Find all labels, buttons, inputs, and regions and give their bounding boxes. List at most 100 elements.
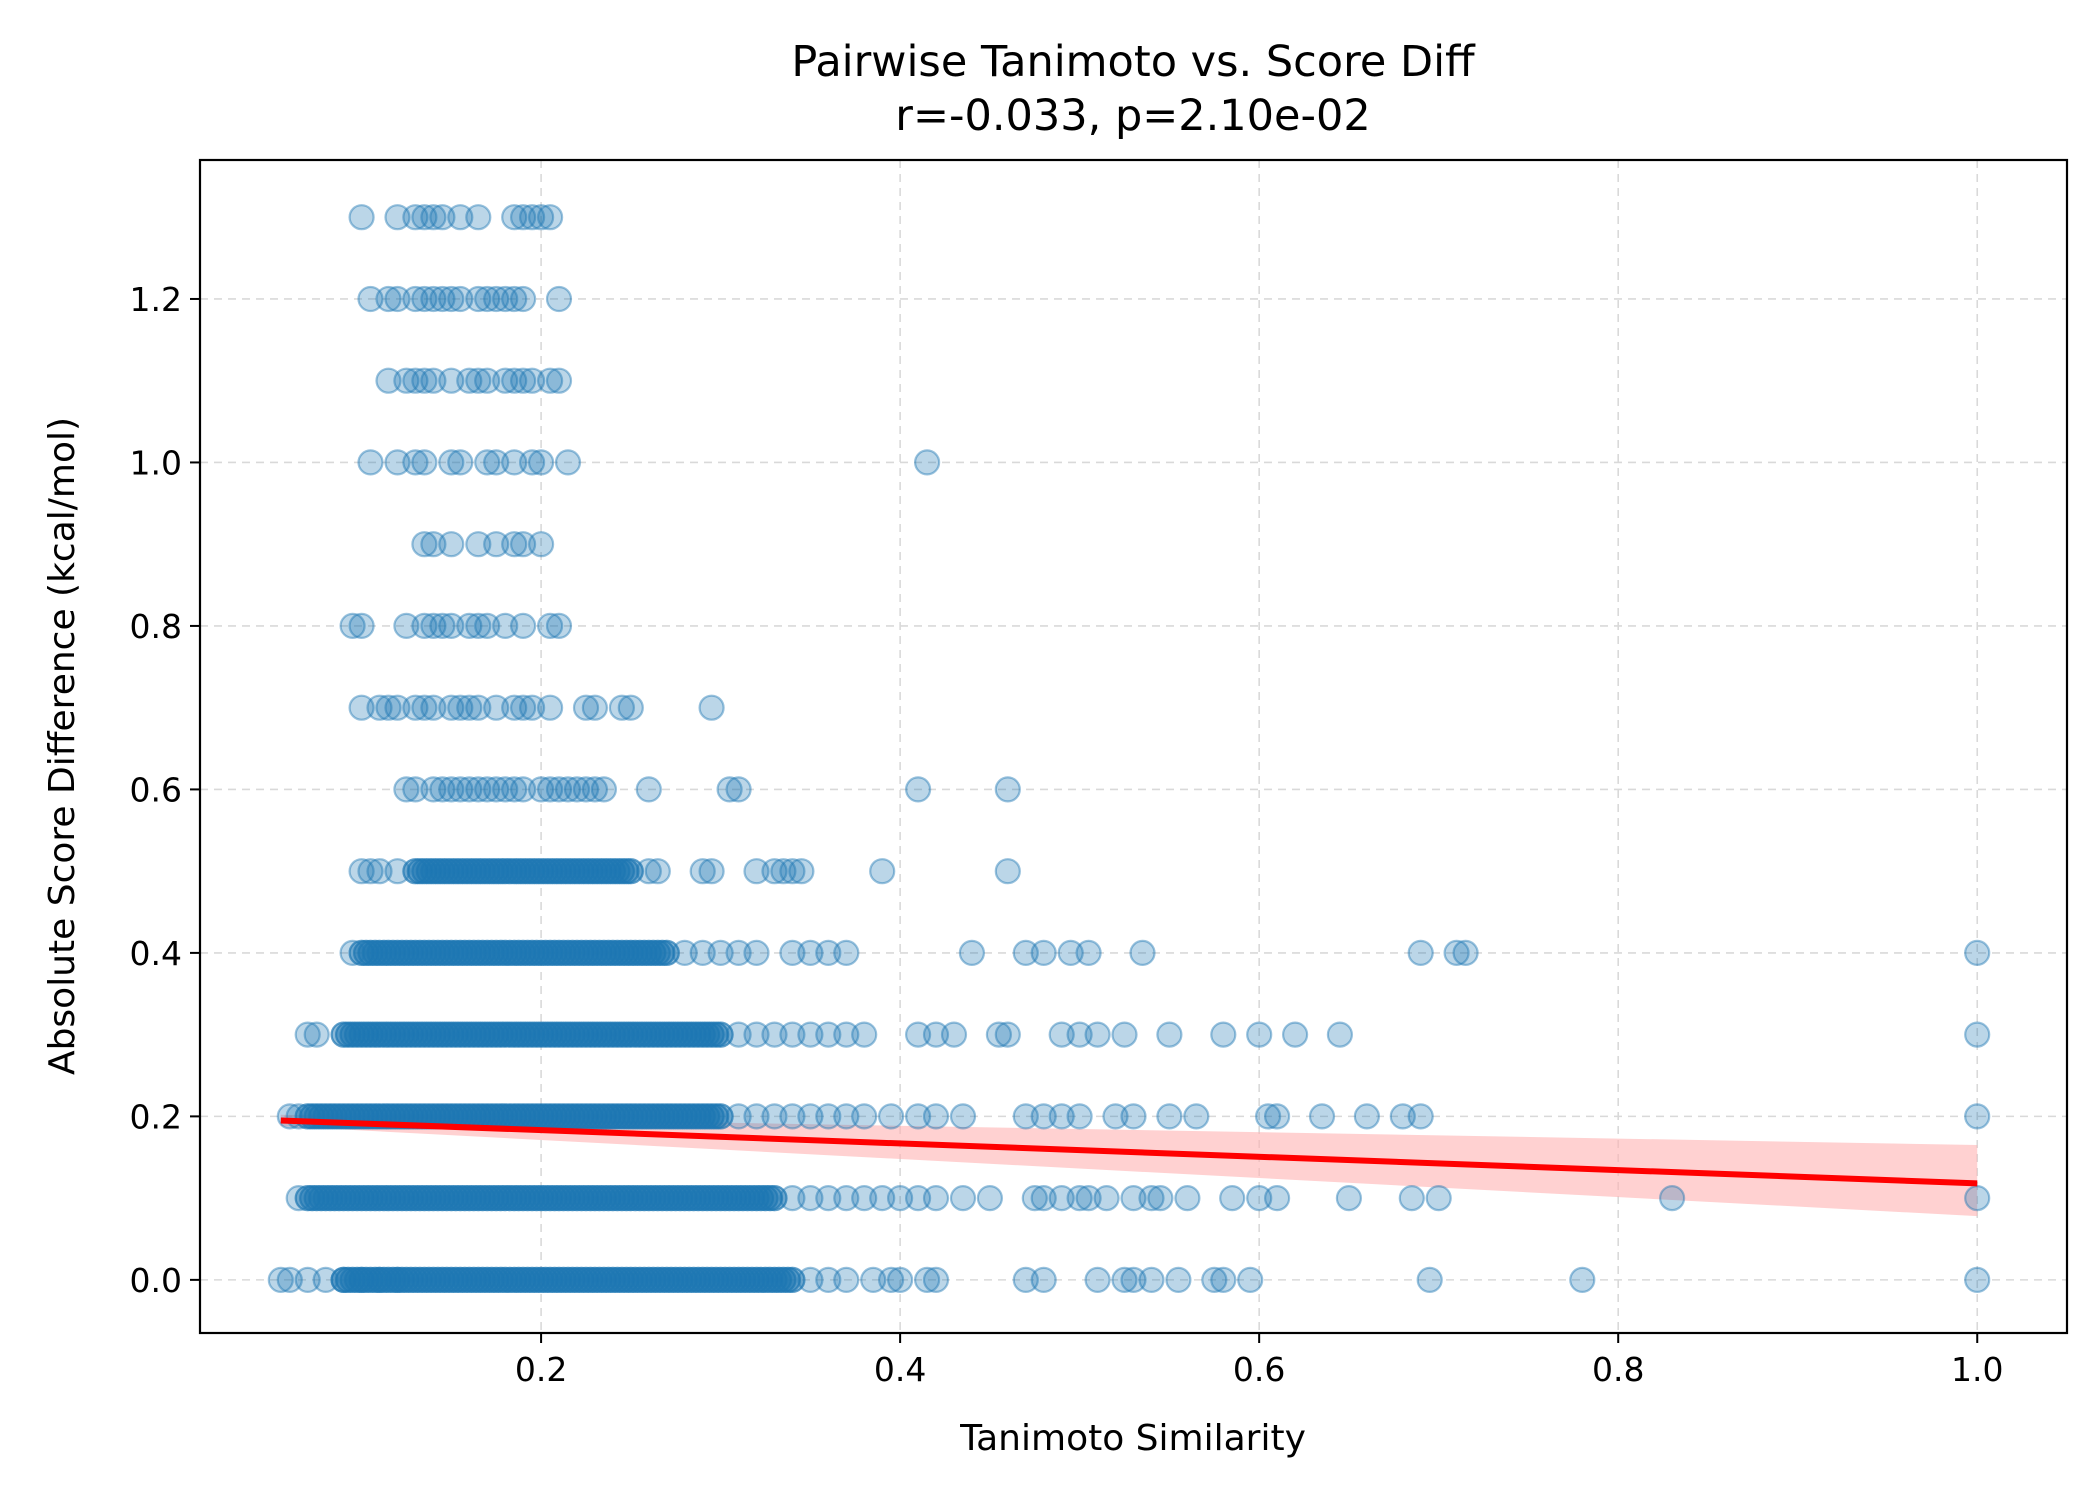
scatter-point	[761, 1103, 788, 1130]
scatter-point	[904, 776, 932, 803]
scatter-point	[815, 939, 842, 967]
scatter-point	[344, 1021, 371, 1048]
scatter-point	[523, 858, 550, 885]
scatter-point	[729, 1266, 757, 1294]
scatter-point	[420, 858, 447, 885]
scatter-point	[586, 1021, 613, 1048]
scatter-point	[608, 1103, 636, 1130]
scatter-point	[554, 939, 582, 967]
scatter-point	[406, 1266, 433, 1294]
scatter-point	[640, 1266, 667, 1294]
scatter-point	[662, 1184, 689, 1212]
scatter-point	[550, 1266, 577, 1294]
scatter-point	[420, 1184, 447, 1212]
scatter-point	[429, 612, 456, 640]
scatter-point	[752, 1184, 779, 1212]
scatter-point	[501, 858, 528, 885]
scatter-point	[465, 1021, 492, 1048]
scatter-point	[577, 858, 604, 885]
scatter-point	[366, 694, 393, 721]
scatter-point	[509, 1184, 537, 1212]
scatter-point	[294, 1184, 321, 1212]
scatter-point	[1389, 1103, 1416, 1130]
scatter-point	[1048, 1184, 1075, 1212]
scatter-point	[640, 939, 667, 967]
scatter-point	[487, 1021, 514, 1048]
scatter-point	[599, 1103, 627, 1130]
scatter-point	[904, 1184, 932, 1212]
scatter-point	[568, 1103, 595, 1130]
scatter-point	[451, 1184, 478, 1212]
scatter-point	[496, 858, 523, 885]
scatter-point	[492, 1021, 519, 1048]
scatter-point	[361, 1184, 389, 1212]
scatter-point	[595, 939, 622, 967]
scatter-point	[424, 939, 451, 967]
scatter-point	[509, 939, 537, 967]
scatter-point	[406, 1266, 433, 1294]
scatter-point	[631, 1266, 658, 1294]
scatter-point	[671, 1021, 698, 1048]
scatter-point	[330, 1184, 357, 1212]
scatter-point	[631, 939, 658, 967]
scatter-point	[1048, 1021, 1075, 1048]
scatter-point	[514, 1021, 541, 1048]
scatter-point	[644, 939, 671, 967]
scatter-point	[649, 1103, 676, 1130]
scatter-point	[613, 1184, 640, 1212]
scatter-point	[402, 449, 429, 476]
scatter-point	[518, 1266, 546, 1294]
scatter-point	[586, 1184, 613, 1212]
scatter-point	[344, 1021, 371, 1048]
scatter-point	[1066, 1184, 1093, 1212]
scatter-point	[644, 1103, 671, 1130]
scatter-point	[599, 1184, 627, 1212]
scatter-point	[617, 1021, 644, 1048]
scatter-point	[685, 1266, 712, 1294]
scatter-point	[1156, 1103, 1183, 1130]
scatter-point	[460, 1266, 487, 1294]
scatter-point	[433, 858, 460, 885]
scatter-point	[397, 939, 424, 967]
scatter-point	[370, 939, 398, 967]
scatter-point	[465, 1184, 492, 1212]
scatter-point	[402, 694, 429, 721]
scatter-point	[698, 1184, 725, 1212]
scatter-point	[384, 694, 411, 721]
scatter-point	[483, 939, 510, 967]
scatter-point	[442, 858, 469, 885]
scatter-point	[685, 1021, 712, 1048]
scatter-point	[680, 1266, 707, 1294]
scatter-point	[501, 1184, 528, 1212]
scatter-point	[456, 694, 483, 721]
scatter-point	[492, 858, 519, 885]
scatter-point	[474, 1184, 501, 1212]
scatter-point	[518, 1266, 546, 1294]
scatter-point	[388, 1266, 416, 1294]
scatter-point	[379, 1021, 407, 1048]
scatter-point	[913, 1266, 941, 1294]
scatter-point	[550, 939, 577, 967]
scatter-point	[353, 1266, 380, 1294]
scatter-point	[496, 1266, 523, 1294]
scatter-point	[1111, 1021, 1138, 1048]
scatter-point	[743, 1266, 770, 1294]
scatter-point	[1246, 1021, 1273, 1048]
scatter-point	[527, 776, 555, 803]
scatter-point	[375, 1184, 402, 1212]
scatter-point	[339, 612, 366, 640]
scatter-point	[406, 858, 433, 885]
x-tick-label: 0.8	[1592, 1350, 1644, 1389]
scatter-point	[388, 1184, 416, 1212]
scatter-point	[608, 694, 636, 721]
scatter-point	[640, 939, 667, 967]
scatter-point	[527, 858, 555, 885]
scatter-point	[976, 1184, 1004, 1212]
scatter-point	[550, 1021, 577, 1048]
scatter-point	[568, 1266, 595, 1294]
scatter-point	[518, 858, 546, 885]
scatter-point	[469, 1184, 496, 1212]
scatter-point	[886, 1184, 914, 1212]
scatter-point	[501, 367, 528, 394]
scatter-point	[761, 1184, 788, 1212]
